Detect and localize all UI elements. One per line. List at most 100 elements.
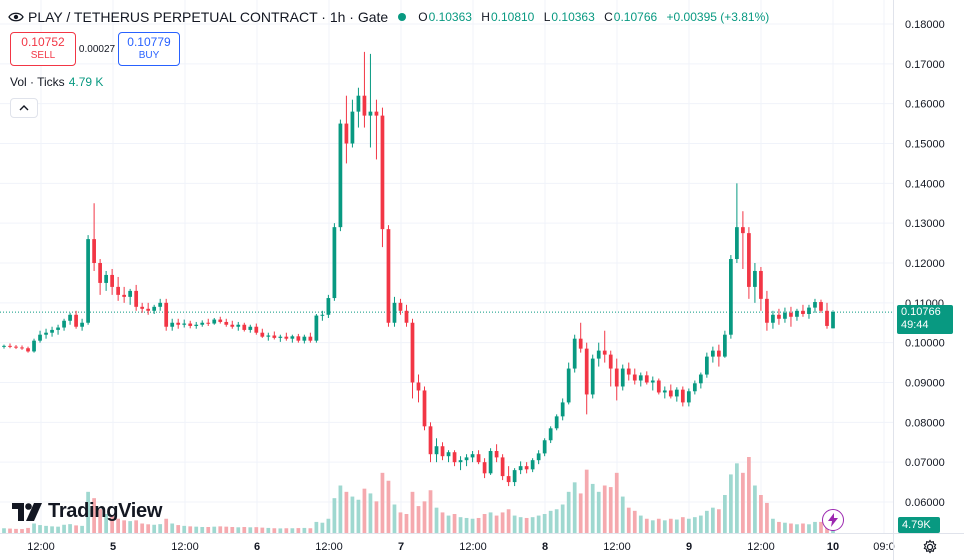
- candle-body: [104, 274, 108, 283]
- tradingview-logo[interactable]: TradingView: [12, 500, 162, 523]
- volume-legend[interactable]: Vol · Ticks 4.79 K: [10, 75, 103, 89]
- volume-bar: [374, 501, 379, 533]
- candle-body: [164, 302, 169, 327]
- volume-bar: [380, 472, 385, 533]
- eye-icon[interactable]: [8, 11, 24, 23]
- candle-body: [765, 298, 769, 323]
- volume-bar: [710, 507, 715, 533]
- candle-body: [20, 347, 24, 349]
- candle-body: [590, 358, 595, 395]
- candle-body: [638, 375, 643, 381]
- candle-body: [314, 315, 319, 341]
- buy-button[interactable]: 0.10779 BUY: [118, 32, 180, 66]
- volume-bar: [26, 527, 30, 533]
- candle-body: [158, 302, 163, 307]
- volume-bar: [717, 509, 721, 533]
- candle-body: [242, 324, 247, 330]
- candle-body: [500, 457, 505, 477]
- low-label: L: [543, 10, 551, 24]
- candle-body: [723, 334, 727, 357]
- candle-body: [62, 320, 66, 328]
- candle-body: [608, 354, 613, 369]
- collapse-legend-button[interactable]: [10, 98, 38, 118]
- candle-body: [572, 338, 577, 369]
- candle-body: [795, 310, 799, 317]
- candle-body: [735, 227, 739, 260]
- x-tick-label: 12:00: [459, 541, 487, 553]
- candle-body: [566, 368, 571, 403]
- candle-body: [777, 314, 781, 319]
- candle-body: [152, 306, 157, 311]
- candle-body: [428, 426, 433, 455]
- volume-bar: [686, 518, 691, 533]
- candle-body: [584, 348, 589, 395]
- volume-bar: [536, 515, 541, 533]
- lightning-button[interactable]: [822, 509, 844, 531]
- volume-bar: [680, 517, 685, 533]
- volume-bar: [596, 491, 601, 533]
- candle-body: [686, 391, 691, 403]
- volume-bar: [158, 524, 163, 533]
- candle-body: [819, 302, 823, 311]
- candle-body: [362, 95, 367, 116]
- candle-body: [290, 336, 295, 339]
- candle-body: [704, 356, 709, 375]
- volume-bar: [759, 495, 763, 533]
- volume-bar: [560, 504, 565, 533]
- x-tick-label: 12:00: [27, 541, 55, 553]
- volume-bar: [789, 523, 793, 533]
- volume-bar: [362, 488, 367, 533]
- volume-bar: [392, 504, 397, 533]
- candle-body: [332, 227, 337, 299]
- volume-bar: [386, 480, 391, 533]
- candle-body: [614, 368, 619, 387]
- volume-bar: [176, 525, 181, 533]
- candle-body: [524, 466, 529, 470]
- candle-body: [747, 233, 751, 287]
- symbol-title[interactable]: PLAY / TETHERUS PERPETUAL CONTRACT · 1h …: [28, 9, 389, 25]
- candle-body: [518, 466, 523, 471]
- volume-bar: [795, 524, 799, 533]
- candle-body: [596, 350, 601, 359]
- volume-bar: [692, 517, 697, 533]
- y-tick-label: 0.14000: [905, 178, 945, 190]
- volume-bar: [644, 518, 649, 533]
- volume-legend-value: 4.79 K: [68, 75, 104, 89]
- candle-body: [14, 346, 18, 348]
- candle-body: [398, 302, 403, 311]
- x-tick-label: 7: [398, 541, 404, 553]
- candle-body: [717, 350, 721, 357]
- volume-bar: [554, 509, 559, 533]
- settings-button[interactable]: [920, 537, 940, 557]
- volume-bar: [614, 472, 619, 533]
- volume-bar: [578, 493, 583, 533]
- candle-body: [356, 95, 361, 112]
- candle-body: [170, 322, 175, 327]
- volume-bar: [296, 528, 301, 533]
- volume-bar: [170, 523, 175, 533]
- candle-body: [128, 290, 133, 297]
- candle-body: [116, 286, 120, 295]
- candle-body: [825, 310, 829, 326]
- x-tick-label: 9: [686, 541, 692, 553]
- volume-bar: [807, 524, 811, 533]
- volume-bar: [584, 469, 589, 533]
- bar-countdown: 49:44: [901, 319, 929, 331]
- volume-bar: [20, 529, 24, 533]
- tradingview-logo-text: TradingView: [48, 500, 163, 522]
- candle-body: [350, 111, 355, 144]
- volume-bar: [86, 491, 90, 533]
- candle-body: [602, 350, 607, 355]
- volume-bar: [14, 528, 18, 533]
- volume-bar: [410, 491, 415, 533]
- candle-body: [380, 115, 385, 230]
- volume-bar: [735, 463, 739, 533]
- candle-body: [668, 390, 673, 397]
- volume-bar: [566, 491, 571, 533]
- volume-bar: [236, 527, 241, 533]
- volume-bar: [278, 528, 283, 533]
- volume-bar: [416, 506, 421, 533]
- candle-body: [488, 451, 493, 474]
- sell-button[interactable]: 0.10752 SELL: [10, 32, 76, 66]
